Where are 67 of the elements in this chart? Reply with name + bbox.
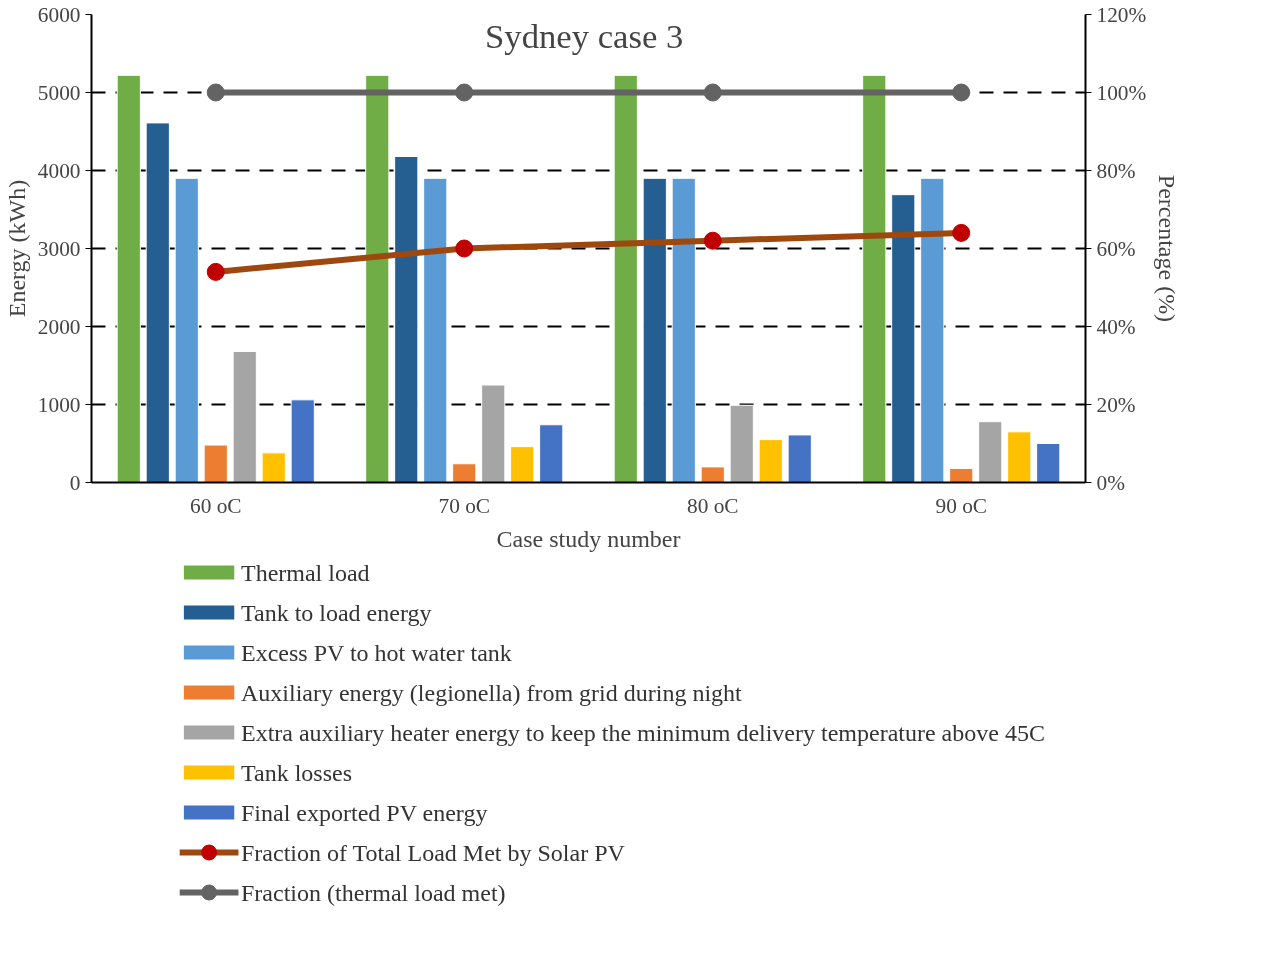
bar (758, 439, 783, 483)
y-tick-label: 5000 (37, 80, 81, 105)
y-tick-label: 4000 (37, 158, 81, 183)
y2-tick-label: 120% (1096, 2, 1147, 27)
bar (116, 74, 141, 483)
point (455, 239, 474, 258)
y2-tick-label: 80% (1096, 158, 1136, 183)
bar (261, 452, 286, 483)
bar (290, 399, 315, 483)
y2-tick-label: 100% (1096, 80, 1147, 105)
bar (394, 155, 419, 483)
y2-tick-label: 40% (1096, 314, 1136, 339)
bar (232, 350, 257, 483)
y-axis-title: Energy (kWh) (3, 179, 30, 318)
y-tick-label: 1000 (37, 392, 81, 417)
y-tick-label: 6000 (37, 2, 81, 27)
bar (862, 74, 887, 483)
bar (203, 444, 228, 483)
bar (787, 434, 812, 483)
point (206, 83, 225, 102)
point (703, 231, 722, 250)
point (455, 83, 474, 102)
legend-label: Final exported PV energy (240, 799, 488, 826)
bar (452, 463, 477, 483)
x-tick-label: 70 oC (438, 493, 491, 518)
bar (700, 466, 725, 483)
legend-label: Tank losses (240, 759, 352, 786)
x-tick-label: 60 oC (189, 493, 242, 518)
bar (1036, 443, 1061, 483)
x-tick-label: 80 oC (686, 493, 739, 518)
point (952, 223, 971, 242)
bar (481, 384, 506, 483)
bar (1007, 431, 1032, 483)
y2-tick-label: 20% (1096, 392, 1136, 417)
bar (365, 74, 390, 483)
point (952, 83, 971, 102)
legend-label: Excess PV to hot water tank (240, 639, 512, 666)
y-tick-label: 0 (69, 470, 81, 495)
bar (145, 122, 170, 483)
bar (613, 74, 638, 483)
y2-tick-label: 60% (1096, 236, 1136, 261)
legend-label: Thermal load (240, 559, 370, 586)
y-tick-label: 3000 (37, 236, 81, 261)
bar (891, 194, 916, 483)
y-tick-label: 2000 (37, 314, 81, 339)
bar (978, 421, 1003, 483)
x-axis-title: Case study number (496, 525, 681, 552)
bar (920, 177, 945, 483)
y2-axis-title: Percentage (%) (1154, 174, 1181, 323)
bar (423, 177, 448, 483)
bar (671, 177, 696, 483)
bar (729, 404, 754, 483)
point (703, 83, 722, 102)
bar (539, 424, 564, 483)
legend-label: Tank to load energy (240, 599, 432, 626)
legend-label: Auxiliary energy (legionella) from grid during night (240, 679, 743, 706)
y2-tick-label: 0% (1096, 470, 1126, 495)
x-tick-label: 90 oC (935, 493, 988, 518)
bar (510, 446, 535, 483)
chart-title: Sydney case 3 (485, 16, 684, 55)
bar (642, 177, 667, 483)
legend-label: Fraction (thermal load met) (240, 879, 506, 906)
point (206, 262, 225, 281)
legend-label: Extra auxiliary heater energy to keep the minimum delivery temperature above 45C (240, 719, 1045, 746)
legend-label: Fraction of Total Load Met by Solar PV (240, 839, 626, 866)
bar (174, 177, 199, 483)
bar (949, 467, 974, 483)
